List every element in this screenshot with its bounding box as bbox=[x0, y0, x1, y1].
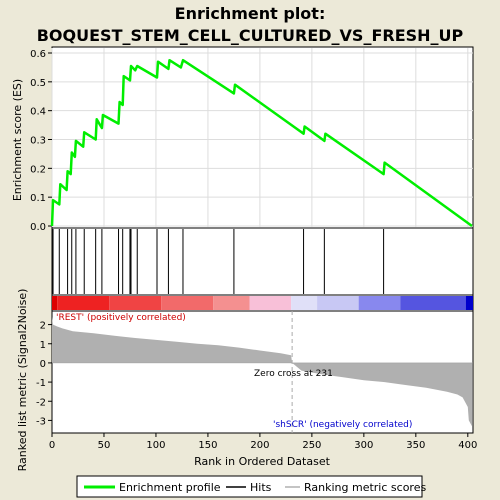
negative-correlation-label: 'shSCR' (negatively correlated) bbox=[273, 420, 412, 430]
metric-y-tick-label: 1 bbox=[40, 340, 46, 351]
heatbar-segment bbox=[213, 296, 250, 310]
hits-panel bbox=[51, 227, 474, 296]
x-axis-label: Rank in Ordered Dataset bbox=[194, 455, 331, 468]
es-y-ticks: 0.0 0.1 0.2 0.3 0.4 0.5 0.6 bbox=[30, 49, 52, 233]
heatbar-segment bbox=[161, 296, 214, 310]
es-panel bbox=[51, 46, 474, 229]
es-y-tick-label: 0.1 bbox=[30, 193, 46, 204]
heatbar-layer bbox=[52, 296, 473, 310]
x-tick-label: 150 bbox=[198, 440, 217, 451]
es-y-tick-label: 0.2 bbox=[30, 164, 46, 175]
ranking-metric-area bbox=[52, 316, 472, 427]
x-tick-label: 350 bbox=[406, 440, 425, 451]
es-y-axis-label: Enrichment score (ES) bbox=[11, 79, 24, 201]
x-tick-label: 200 bbox=[250, 440, 269, 451]
es-y-tick-label: 0.0 bbox=[30, 222, 46, 233]
legend: Enrichment profile Hits Ranking metric s… bbox=[76, 475, 426, 498]
x-tick-label: 300 bbox=[354, 440, 373, 451]
x-tick-label: 250 bbox=[302, 440, 321, 451]
heatbar-segment bbox=[249, 296, 292, 310]
heatbar-segment bbox=[291, 296, 318, 310]
enrichment-profile-line bbox=[50, 58, 473, 228]
legend-box bbox=[76, 475, 423, 498]
positive-correlation-label: 'REST' (positively correlated) bbox=[56, 313, 186, 323]
metric-y-tick-label: 2 bbox=[40, 321, 46, 332]
heatbar-segment bbox=[465, 296, 473, 310]
es-line-layer bbox=[50, 58, 473, 228]
hits-layer bbox=[52, 229, 385, 294]
heatbar-segment bbox=[52, 296, 58, 310]
x-tick-label: 100 bbox=[146, 440, 165, 451]
heatbar-segment bbox=[57, 296, 110, 310]
heatbar-segment bbox=[317, 296, 359, 310]
heatbar-segment bbox=[400, 296, 466, 310]
metric-y-tick-label: -2 bbox=[36, 397, 46, 408]
x-tick-label: 50 bbox=[98, 440, 111, 451]
metric-y-ticks: 2 1 0 -1 -2 -3 bbox=[36, 321, 52, 427]
zero-cross-label: Zero cross at 231 bbox=[254, 369, 333, 379]
plot-title-line1: Enrichment plot: bbox=[175, 4, 326, 23]
metric-layer bbox=[52, 311, 473, 433]
es-y-tick-label: 0.4 bbox=[30, 107, 46, 118]
heatbar-segment bbox=[109, 296, 162, 310]
metric-y-tick-label: 0 bbox=[40, 359, 46, 370]
plot-title-line2: BOQUEST_STEM_CELL_CULTURED_VS_FRESH_UP bbox=[37, 26, 464, 45]
legend-label-enrichment: Enrichment profile bbox=[119, 481, 221, 494]
x-tick-label: 0 bbox=[49, 440, 55, 451]
es-y-tick-label: 0.5 bbox=[30, 78, 46, 89]
heatbar-segment bbox=[358, 296, 401, 310]
legend-label-ranking: Ranking metric scores bbox=[304, 481, 426, 494]
x-tick-label: 400 bbox=[458, 440, 477, 451]
metric-y-tick-label: -1 bbox=[36, 378, 46, 389]
es-y-tick-label: 0.3 bbox=[30, 136, 46, 147]
legend-label-hits: Hits bbox=[250, 481, 272, 494]
metric-y-axis-label: Ranked list metric (Signal2Noise) bbox=[16, 289, 29, 472]
x-ticks: 0 50 100 150 200 250 300 350 400 bbox=[49, 433, 477, 451]
metric-y-tick-label: -3 bbox=[36, 416, 46, 427]
es-y-tick-label: 0.6 bbox=[30, 49, 46, 60]
